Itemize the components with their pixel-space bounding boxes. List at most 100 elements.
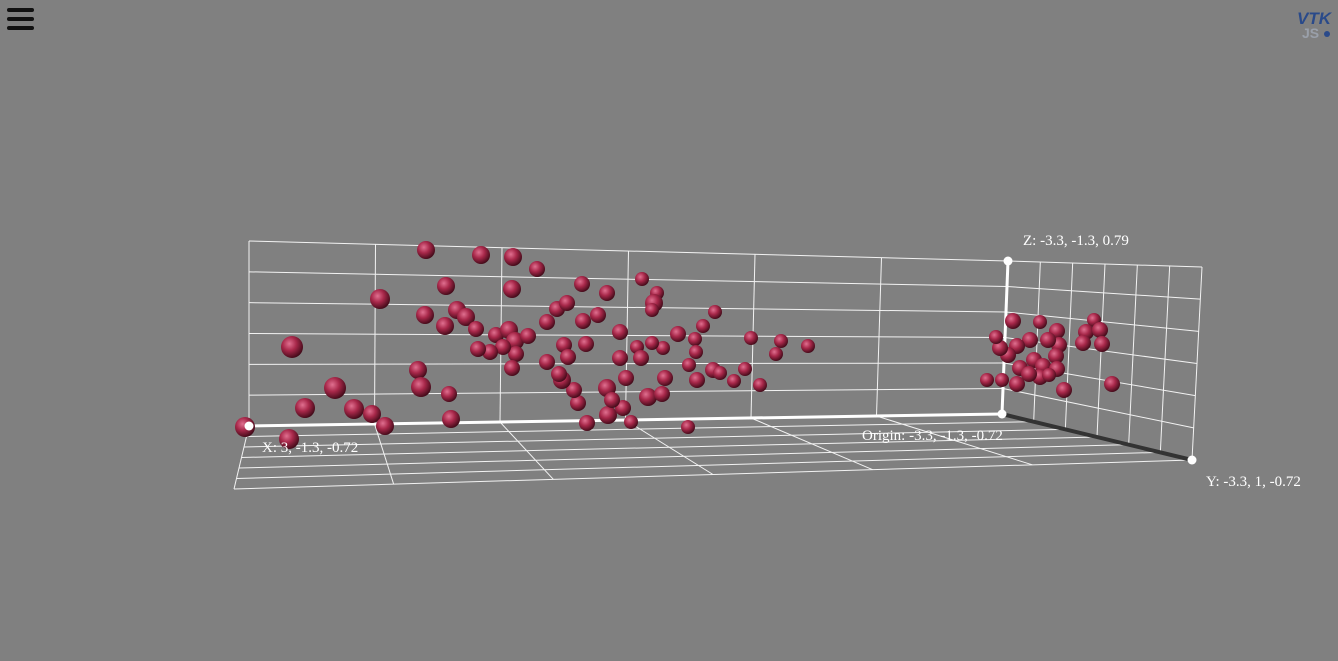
point-sphere [639,388,657,406]
point-sphere [344,399,364,419]
point-sphere [1042,368,1056,382]
point-sphere [657,370,673,386]
point-sphere [1104,376,1120,392]
z-axis-label: Z: -3.3, -1.3, 0.79 [1023,233,1129,249]
point-sphere [599,285,615,301]
origin-handle[interactable] [997,409,1007,419]
point-sphere [539,354,555,370]
point-sphere [612,324,628,340]
point-sphere [520,328,536,344]
point-sphere [995,373,1009,387]
point-sphere [681,420,695,434]
point-sphere [738,362,752,376]
point-sphere [551,366,567,382]
point-sphere [442,410,460,428]
point-sphere [689,372,705,388]
point-sphere [753,378,767,392]
menu-button[interactable] [7,6,35,32]
point-cloud[interactable] [235,241,1120,449]
point-sphere [579,415,595,431]
point-sphere [470,341,486,357]
point-sphere [774,334,788,348]
point-sphere [599,406,617,424]
point-sphere [560,349,576,365]
point-sphere [654,386,670,402]
hamburger-menu-icon [7,17,34,21]
point-sphere [612,350,628,366]
point-sphere [411,377,431,397]
point-sphere [324,377,346,399]
point-sphere [645,336,659,350]
point-sphere [539,314,555,330]
point-sphere [578,336,594,352]
point-sphere [682,358,696,372]
point-sphere [457,308,475,326]
point-sphere [980,373,994,387]
point-sphere [574,276,590,292]
point-sphere [508,346,524,362]
point-sphere [769,347,783,361]
point-sphere [1094,336,1110,352]
point-sphere [1009,376,1025,392]
point-sphere [376,417,394,435]
origin-label: Origin: -3.3, -1.3, -0.72 [862,428,1003,444]
z-axis-handle[interactable] [1003,256,1013,266]
axis-handles[interactable] [244,256,1197,465]
point-sphere [559,295,575,311]
point-sphere [529,261,545,277]
point-sphere [503,280,521,298]
point-sphere [1092,322,1108,338]
y-axis-handle[interactable] [1187,455,1197,465]
point-sphere [1048,348,1064,364]
point-sphere [409,361,427,379]
point-sphere [801,339,815,353]
point-sphere [633,350,649,366]
point-sphere [416,306,434,324]
point-sphere [708,305,722,319]
point-sphere [688,332,702,346]
point-sphere [624,415,638,429]
point-sphere [281,336,303,358]
point-sphere [618,370,634,386]
logo-subtext: JS [1302,25,1319,39]
point-sphere [1033,315,1047,329]
point-sphere [575,313,591,329]
point-sphere [495,339,511,355]
point-sphere [363,405,381,423]
point-sphere [744,331,758,345]
point-sphere [1075,335,1091,351]
point-sphere [696,319,710,333]
point-sphere [472,246,490,264]
logo-text: VTK [1297,9,1332,28]
point-sphere [1022,332,1038,348]
hamburger-menu-icon [7,8,34,12]
point-sphere [504,360,520,376]
point-sphere [713,366,727,380]
point-sphere [989,330,1003,344]
point-sphere [645,303,659,317]
point-sphere [566,382,582,398]
y-axis-label: Y: -3.3, 1, -0.72 [1206,474,1301,490]
point-sphere [570,395,586,411]
point-sphere [482,344,498,360]
point-sphere [436,317,454,335]
point-sphere [1005,313,1021,329]
point-sphere [441,386,457,402]
point-sphere [468,321,484,337]
vtk-js-logo: VTK JS [1297,9,1332,39]
point-sphere [488,327,504,343]
point-sphere [656,341,670,355]
point-sphere [590,307,606,323]
point-sphere [689,345,703,359]
point-sphere [417,241,435,259]
point-sphere [1056,382,1072,398]
point-sphere [279,429,299,449]
point-sphere [504,248,522,266]
point-sphere [615,400,631,416]
point-sphere [370,289,390,309]
point-sphere [670,326,686,342]
point-sphere [1021,366,1037,382]
hamburger-menu-icon [7,26,34,30]
x-axis-handle[interactable] [244,421,254,431]
